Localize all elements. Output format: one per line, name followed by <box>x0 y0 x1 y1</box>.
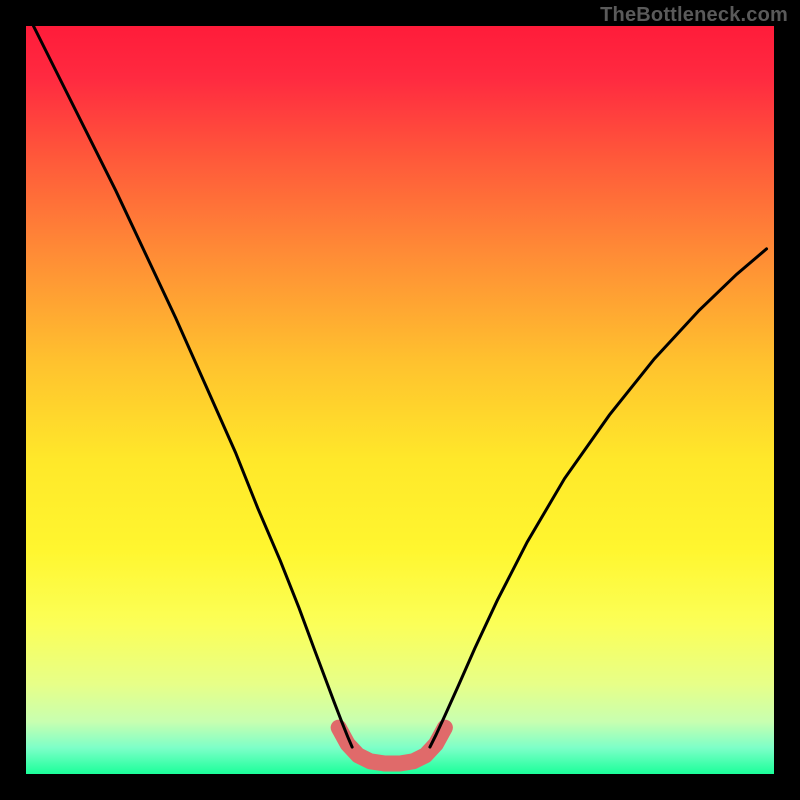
bottom-u-mark <box>339 728 445 764</box>
chart-frame: { "watermark": { "text": "TheBottleneck.… <box>0 0 800 800</box>
curves-layer <box>26 26 774 774</box>
watermark-text: TheBottleneck.com <box>600 4 788 27</box>
plot-area <box>26 26 774 774</box>
right-curve <box>430 249 767 747</box>
left-curve <box>33 26 352 747</box>
